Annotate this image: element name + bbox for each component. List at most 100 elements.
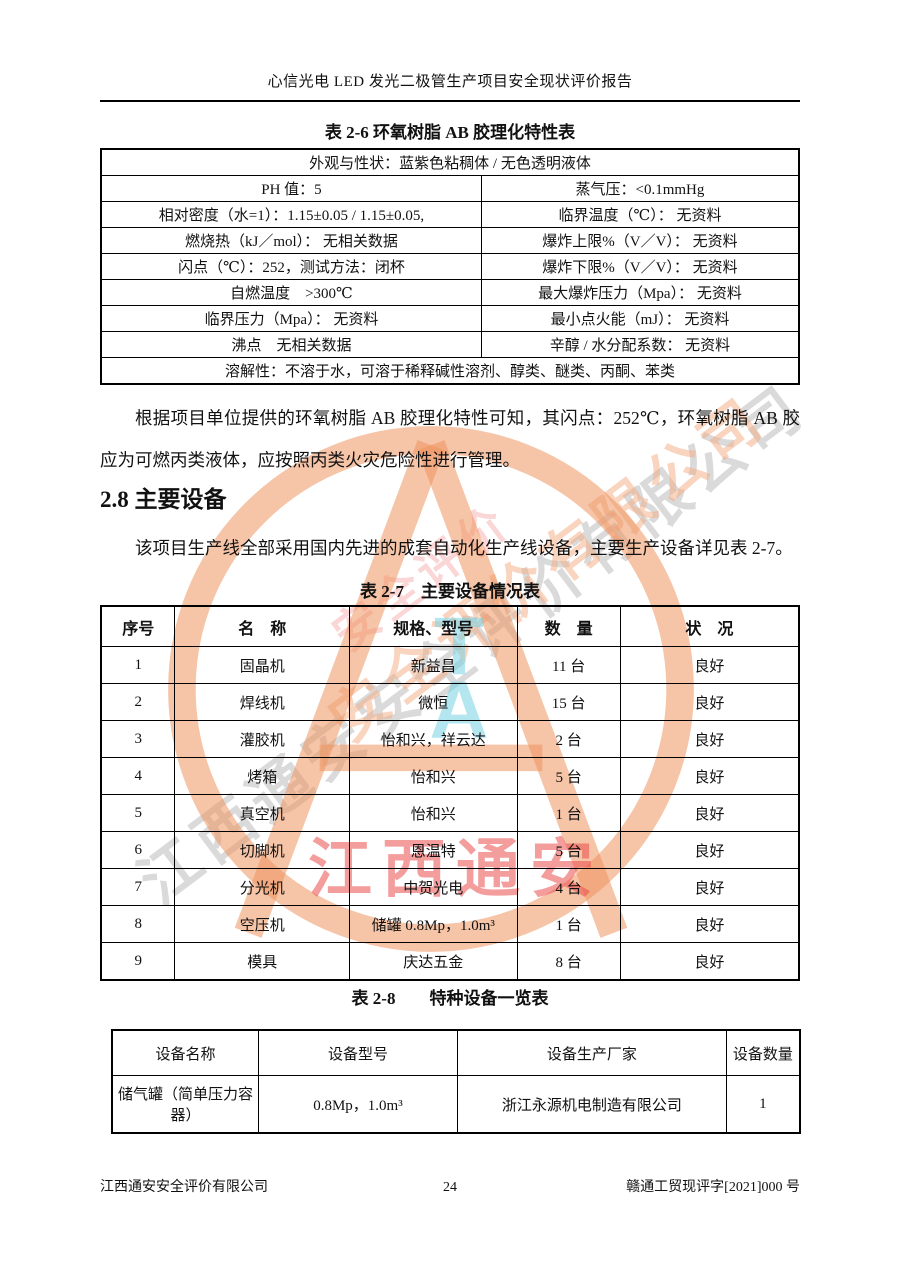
table-cell: 4 (100, 757, 176, 795)
table-cell: 闪点（℃）：252，测试方法：闭杯 (100, 253, 482, 280)
table-cell: PH 值：5 (100, 175, 482, 202)
table-cell: 储气罐（简单压力容器） (111, 1075, 260, 1134)
table-row: 7 分光机 中贺光电 4 台良好 (100, 868, 800, 906)
table-cell: 4 台 (516, 868, 621, 906)
table-2-6: 外观与性状：蓝紫色粘稠体 / 无色透明液体 PH 值：5 蒸气压：<0.1mmHg… (100, 148, 800, 385)
table-cell: 6 (100, 831, 176, 869)
table-cell: 2 台 (516, 720, 621, 758)
column-header: 规格、型号 (348, 605, 518, 647)
table-cell: 良好 (619, 831, 800, 869)
page-content: 心信光电 LED 发光二极管生产项目安全现状评价报告 表 2-6 环氧树脂 AB… (100, 70, 801, 1134)
table-cell: 8 (100, 905, 176, 943)
column-header: 设备型号 (258, 1029, 458, 1076)
table-cell: 灌胶机 (174, 720, 350, 758)
table-row: PH 值：5 蒸气压：<0.1mmHg (100, 175, 800, 202)
table-cell: 0.8Mp，1.0m³ (258, 1075, 458, 1134)
table-2-7-caption: 表 2-7 主要设备情况表 (360, 582, 540, 601)
column-header: 设备生产厂家 (456, 1029, 727, 1076)
table-2-7: 序号名 称规格、型号数 量状 况 1 固晶机 新益昌 11 台良好 2 焊线机 微恒 15 台… (100, 605, 800, 981)
table-2-8: 设备名称 设备型号 设备生产厂家 设备数量 储气罐（简单压力容器） 0.8Mp，1.0m… (111, 1029, 801, 1134)
table-row: 8 空压机 储罐 0.8Mp，1.0m³ 1 台良好 (100, 905, 800, 943)
table-row: 临界压力（Mpa）： 无资料 最小点火能（mJ）： 无资料 (100, 305, 800, 332)
footer-doc-number: 赣通工贸现评字[2021]000 号 (626, 1180, 800, 1195)
table-cell: 最大爆炸压力（Mpa）： 无资料 (480, 279, 800, 306)
footer-company: 江西通安安全评价有限公司 (100, 1180, 268, 1195)
table-cell: 燃烧热（kJ／mol）： 无相关数据 (100, 227, 482, 254)
table-cell: 蒸气压：<0.1mmHg (480, 175, 800, 202)
table-cell: 分光机 (174, 868, 350, 906)
table-cell: 良好 (619, 683, 800, 721)
table-cell: 5 (100, 794, 176, 832)
paragraph-flashpoint: 根据项目单位提供的环氧树脂 AB 胶理化特性可知，其闪点：252℃，环氧树脂 A… (100, 408, 800, 470)
table-cell: 8 台 (516, 942, 621, 981)
table-row: 储气罐（简单压力容器） 0.8Mp，1.0m³ 浙江永源机电制造有限公司 1 (111, 1075, 801, 1134)
table-cell: 新益昌 (348, 646, 518, 684)
table-header-row: 设备名称 设备型号 设备生产厂家 设备数量 (111, 1029, 801, 1076)
table-2-6-caption: 表 2-6 环氧树脂 AB 胶理化特性表 (324, 123, 576, 142)
table-cell: 模具 (174, 942, 350, 981)
table-row: 闪点（℃）：252，测试方法：闭杯 爆炸下限%（V／V）： 无资料 (100, 253, 800, 280)
table-cell: 怡和兴 (348, 794, 518, 832)
page-footer: 江西通安安全评价有限公司 24 赣通工贸现评字[2021]000 号 (100, 1176, 800, 1196)
table-cell: 临界温度（℃）： 无资料 (480, 201, 800, 228)
table-cell: 自燃温度 >300℃ (100, 279, 482, 306)
column-header: 设备数量 (725, 1029, 801, 1076)
table-cell: 11 台 (516, 646, 621, 684)
table-cell: 1 台 (516, 794, 621, 832)
table-2-8-caption: 表 2-8 特种设备一览表 (351, 989, 549, 1008)
table-cell: 良好 (619, 942, 800, 981)
footer-page-number: 24 (443, 1180, 457, 1195)
table-cell: 良好 (619, 868, 800, 906)
page-header-title: 心信光电 LED 发光二极管生产项目安全现状评价报告 (100, 70, 800, 102)
table-cell: 9 (100, 942, 176, 981)
table-cell: 怡和兴 (348, 757, 518, 795)
table-cell: 良好 (619, 794, 800, 832)
table-row: 5 真空机 怡和兴 1 台良好 (100, 794, 800, 832)
column-header: 状 况 (619, 605, 800, 647)
table-cell: 微恒 (348, 683, 518, 721)
table-cell: 良好 (619, 720, 800, 758)
table-cell: 15 台 (516, 683, 621, 721)
table-cell: 7 (100, 868, 176, 906)
column-header: 数 量 (516, 605, 621, 647)
table-cell: 中贺光电 (348, 868, 518, 906)
table-cell: 临界压力（Mpa）： 无资料 (100, 305, 482, 332)
table-cell: 3 (100, 720, 176, 758)
table-cell: 良好 (619, 757, 800, 795)
table-row: 2 焊线机 微恒 15 台良好 (100, 683, 800, 721)
table-cell: 怡和兴，祥云达 (348, 720, 518, 758)
table-cell: 沸点 无相关数据 (100, 331, 482, 358)
table-cell: 良好 (619, 646, 800, 684)
column-header: 名 称 (174, 605, 350, 647)
table-cell: 1 (725, 1075, 801, 1134)
table-row: 溶解性：不溶于水，可溶于稀释碱性溶剂、醇类、醚类、丙酮、苯类 (100, 357, 800, 385)
table-cell: 5 台 (516, 831, 621, 869)
table-cell: 切脚机 (174, 831, 350, 869)
solubility-cell: 溶解性：不溶于水，可溶于稀释碱性溶剂、醇类、醚类、丙酮、苯类 (100, 357, 800, 385)
table-cell: 良好 (619, 905, 800, 943)
table-row: 自燃温度 >300℃ 最大爆炸压力（Mpa）： 无资料 (100, 279, 800, 306)
table-cell: 1 台 (516, 905, 621, 943)
table-cell: 最小点火能（mJ）： 无资料 (480, 305, 800, 332)
table-cell: 爆炸上限%（V／V）： 无资料 (480, 227, 800, 254)
table-cell: 浙江永源机电制造有限公司 (456, 1075, 727, 1134)
column-header: 序号 (100, 605, 176, 647)
table-row: 沸点 无相关数据 辛醇 / 水分配系数： 无资料 (100, 331, 800, 358)
table-cell: 2 (100, 683, 176, 721)
table-cell: 烤箱 (174, 757, 350, 795)
table-cell: 1 (100, 646, 176, 684)
table-cell: 爆炸下限%（V／V）： 无资料 (480, 253, 800, 280)
table-row: 外观与性状：蓝紫色粘稠体 / 无色透明液体 (100, 148, 800, 176)
table-row: 6 切脚机 恩温特 5 台良好 (100, 831, 800, 869)
table-cell: 固晶机 (174, 646, 350, 684)
table-row: 相对密度（水=1）：1.15±0.05 / 1.15±0.05, 临界温度（℃）：… (100, 201, 800, 228)
table-cell: 焊线机 (174, 683, 350, 721)
paragraph-equipment-intro: 该项目生产线全部采用国内先进的成套自动化生产线设备，主要生产设备详见表 2-7。 (135, 538, 793, 558)
column-header: 设备名称 (111, 1029, 260, 1076)
table-cell: 5 台 (516, 757, 621, 795)
table-cell: 空压机 (174, 905, 350, 943)
table-cell: 庆达五金 (348, 942, 518, 981)
table-cell: 储罐 0.8Mp，1.0m³ (348, 905, 518, 943)
table-cell: 辛醇 / 水分配系数： 无资料 (480, 331, 800, 358)
